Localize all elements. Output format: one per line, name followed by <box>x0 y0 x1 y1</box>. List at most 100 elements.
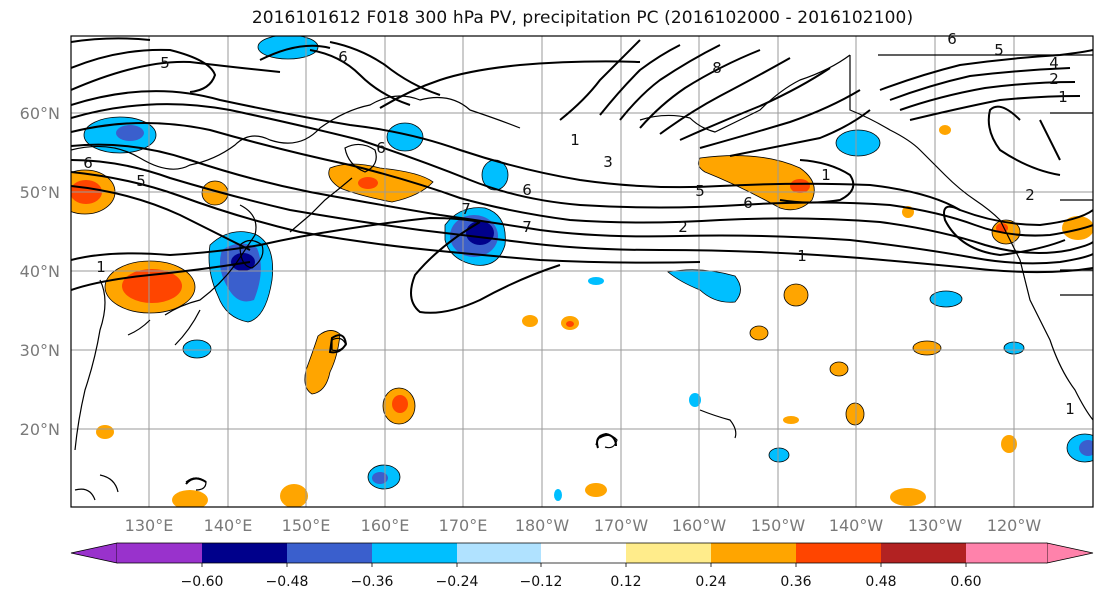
colorbar-tick-label: −0.12 <box>520 574 563 590</box>
colorbar-segment <box>966 543 1047 563</box>
precip-blob <box>522 315 538 327</box>
contour-label: 6 <box>338 48 348 66</box>
precip-blob <box>939 125 951 135</box>
contour-label: 7 <box>461 200 471 218</box>
contour-label: 1 <box>96 258 106 276</box>
map-panel: 5 6 6 5 4 2 1 1 3 6 7 5 6 1 2 1 1 2 6 5 … <box>20 30 1094 535</box>
colorbar-segment <box>287 543 372 563</box>
precip-blob <box>1062 216 1093 240</box>
contour-label: 2 <box>678 218 688 236</box>
precip-blob <box>257 36 319 60</box>
contour-label: 1 <box>797 247 807 265</box>
lat-label: 30°N <box>20 341 60 360</box>
contour-label: 6 <box>522 181 532 199</box>
colorbar-extend-max <box>1046 542 1094 564</box>
contour-label: 5 <box>160 54 170 72</box>
lon-label: 130°W <box>908 516 963 535</box>
precip-blob <box>929 290 963 308</box>
colorbar-segment <box>457 543 541 563</box>
colorbar-tick-label: 0.12 <box>610 574 641 590</box>
lon-label: 170°W <box>594 516 649 535</box>
lon-label: 150°W <box>751 516 806 535</box>
contour-label: 1 <box>821 166 831 184</box>
precip-blob <box>280 484 308 507</box>
colorbar-segment <box>711 543 796 563</box>
colorbar-segment <box>796 543 881 563</box>
colorbar-extend-min <box>70 542 118 564</box>
lon-label: 180°W <box>515 516 570 535</box>
contour-label: 7 <box>522 218 532 236</box>
lon-label: 140°W <box>829 516 884 535</box>
precip-blob <box>116 125 144 141</box>
colorbar-tick-label: 0.60 <box>950 574 981 590</box>
contour-label: 6 <box>83 154 93 172</box>
precip-blob <box>585 483 607 497</box>
colorbar-outline <box>117 542 1047 564</box>
lat-label: 40°N <box>20 262 60 281</box>
precip-blob <box>466 221 494 245</box>
contour-label: 8 <box>712 59 722 77</box>
contour-label: 6 <box>947 30 957 48</box>
contour-label: 2 <box>1049 70 1059 88</box>
colorbar-segment <box>117 543 202 563</box>
precip-blob <box>845 402 865 426</box>
map-frame <box>70 35 1094 508</box>
latitude-labels: 60°N 50°N 40°N 30°N 20°N <box>20 104 60 439</box>
lon-label: 170°E <box>439 516 488 535</box>
lon-label: 160°E <box>361 516 410 535</box>
colorbar-tick-label: 0.48 <box>865 574 896 590</box>
precip-blob <box>122 269 182 303</box>
precip-blob <box>588 277 604 285</box>
precip-blob <box>790 179 810 193</box>
colorbar-segment <box>541 543 626 563</box>
colorbar-tick-label: 0.36 <box>780 574 811 590</box>
lat-label: 50°N <box>20 183 60 202</box>
colorbar-tick-label: −0.48 <box>266 574 309 590</box>
contour-label: 1 <box>1058 88 1068 106</box>
lon-label: 160°W <box>672 516 727 535</box>
precip-blob <box>912 340 942 356</box>
lon-label: 140°E <box>204 516 253 535</box>
precip-blob <box>554 489 562 501</box>
contour-labels: 5 6 6 5 4 2 1 1 3 6 7 5 6 1 2 1 1 2 6 5 … <box>83 30 1075 418</box>
colorbar-tick-label: 0.24 <box>695 574 726 590</box>
precip-blob <box>96 425 114 439</box>
contour-label: 1 <box>1065 400 1075 418</box>
precip-blob <box>768 447 790 463</box>
colorbar-segment <box>202 543 287 563</box>
longitude-labels: 130°E 140°E 150°E 160°E 170°E 180°W 170°… <box>125 516 1042 535</box>
colorbar-segment <box>372 543 457 563</box>
contour-label: 1 <box>570 131 580 149</box>
precip-blob <box>392 395 408 413</box>
graticule <box>71 36 1093 507</box>
colorbar-segment <box>881 543 966 563</box>
lon-label: 130°E <box>125 516 174 535</box>
precip-blob <box>835 129 881 157</box>
precip-blob <box>566 321 574 327</box>
precip-blob <box>372 472 388 484</box>
contour-label: 4 <box>1049 54 1059 72</box>
contour-label: 6 <box>743 194 753 212</box>
colorbar-tick-label: −0.24 <box>436 574 479 590</box>
lon-label: 120°W <box>987 516 1042 535</box>
contour-label: 6 <box>376 139 386 157</box>
precip-blob <box>749 325 769 341</box>
colorbar-segment <box>626 543 711 563</box>
contour-label: 2 <box>1025 186 1035 204</box>
contour-label: 3 <box>603 153 613 171</box>
colorbar-tick-label: −0.60 <box>181 574 224 590</box>
map-title: 2016101612 F018 300 hPa PV, precipitatio… <box>251 8 914 28</box>
precip-shading <box>71 36 1093 507</box>
precip-blob <box>386 122 424 152</box>
contour-label: 5 <box>136 172 146 190</box>
lat-label: 20°N <box>20 420 60 439</box>
precip-blob <box>890 488 926 506</box>
precip-blob <box>182 339 212 359</box>
precip-blob <box>689 393 701 407</box>
contour-label: 5 <box>994 41 1004 59</box>
colorbar: −0.60 −0.48 −0.36 −0.24 −0.12 0.12 0.24 … <box>70 542 1094 590</box>
colorbar-ticks <box>201 563 967 567</box>
colorbar-tick-label: −0.36 <box>351 574 394 590</box>
precip-blob <box>358 177 378 189</box>
